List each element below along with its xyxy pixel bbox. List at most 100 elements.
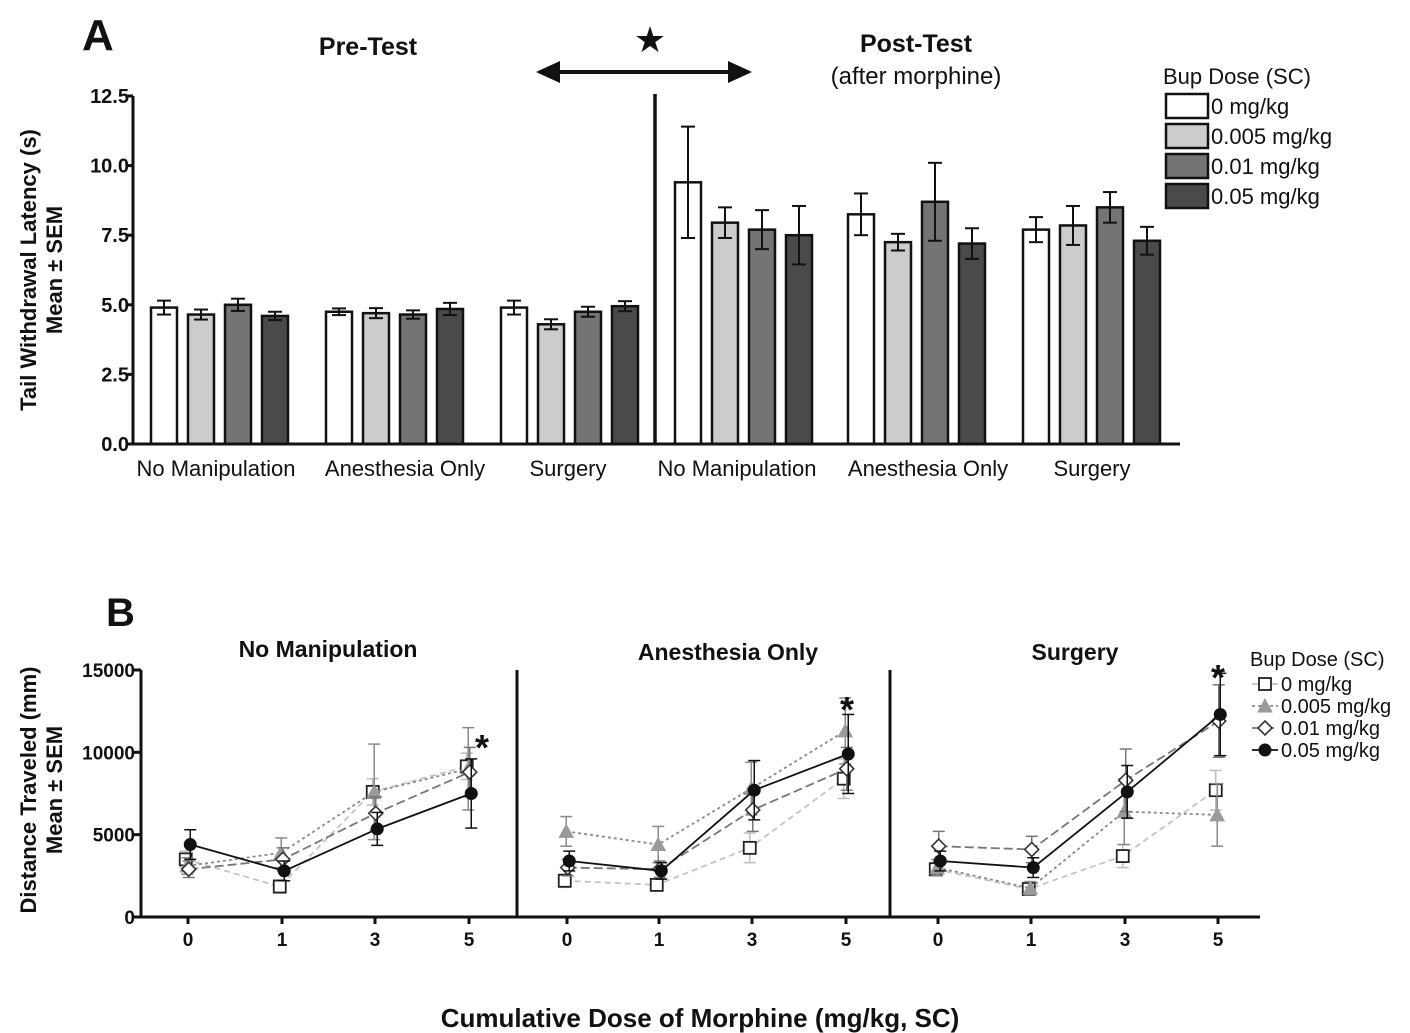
x-tick-label: 0	[183, 930, 194, 951]
data-point	[272, 879, 287, 894]
data-point	[1117, 772, 1134, 789]
data-point	[183, 838, 197, 852]
panel-a-letter: A	[82, 11, 114, 60]
x-tick-label: 5	[464, 930, 475, 951]
series-line	[935, 789, 1217, 890]
series-line	[566, 730, 846, 846]
y-tick-label: 10.0	[90, 156, 129, 178]
bar	[361, 311, 391, 446]
significance-asterisk: *	[475, 727, 489, 768]
legend-swatch	[1164, 122, 1210, 150]
post-test-title: Post-Test	[860, 30, 973, 58]
line-panel: Surgery 0 1 3 5 *	[888, 639, 1260, 951]
bar	[1095, 206, 1125, 446]
data-point	[1258, 677, 1272, 691]
category-label: Surgery	[1053, 456, 1130, 481]
legend-label: 0.01 mg/kg	[1211, 154, 1320, 179]
data-point	[1208, 783, 1223, 798]
bar	[573, 310, 603, 446]
y-tick-label: 0.0	[101, 434, 129, 456]
data-point	[1256, 719, 1274, 737]
data-point	[277, 864, 291, 878]
bar	[784, 233, 814, 446]
bar	[536, 323, 566, 446]
series-line	[938, 720, 1220, 851]
y-tick-label: 7.5	[101, 225, 129, 247]
series-line	[187, 767, 469, 867]
category-label: No Manipulation	[658, 456, 817, 481]
panel-b-xlabel: Cumulative Dose of Morphine (mg/kg, SC)	[441, 1003, 960, 1033]
y-tick-label: 0	[124, 908, 135, 929]
data-point	[649, 877, 664, 892]
significance-asterisk: *	[1211, 657, 1225, 698]
category-label: Anesthesia Only	[325, 456, 485, 481]
series-line	[569, 753, 849, 872]
x-tick-label: 1	[654, 930, 665, 951]
legend-label: 0.01 mg/kg	[1281, 718, 1380, 740]
panel-a-legend: 0 mg/kg 0.005 mg/kg 0.01 mg/kg 0.05 mg/kg	[1164, 92, 1332, 210]
data-point	[558, 823, 575, 838]
data-point	[461, 763, 478, 781]
bar	[1132, 239, 1162, 446]
bar	[1058, 224, 1088, 446]
bar	[846, 213, 876, 446]
data-point	[841, 747, 855, 761]
data-point	[180, 861, 197, 878]
panel-title: Surgery	[1032, 639, 1119, 665]
post-test-subtitle: (after morphine)	[831, 63, 1002, 90]
x-tick-label: 0	[562, 930, 573, 951]
legend-swatch	[1164, 182, 1210, 210]
category-label: No Manipulation	[137, 456, 296, 481]
bar	[747, 228, 777, 446]
bar	[398, 313, 428, 446]
bar	[957, 242, 987, 446]
series-line	[564, 777, 845, 886]
data-point	[1257, 697, 1273, 713]
x-tick-label: 1	[1026, 930, 1037, 951]
panel-a-ylabel-line1: Tail Withdrawal Latency (s)	[16, 129, 41, 411]
category-label: Anesthesia Only	[848, 456, 1008, 481]
y-tick-label: 15000	[82, 661, 135, 682]
bar	[186, 313, 216, 446]
x-tick-label: 3	[747, 930, 758, 951]
significance-star: ★	[634, 19, 666, 60]
panel-title: Anesthesia Only	[638, 639, 818, 665]
data-point	[562, 854, 576, 868]
y-tick-label: 5000	[93, 826, 135, 847]
significance-asterisk: *	[840, 689, 854, 730]
bar	[324, 310, 354, 446]
x-tick-label: 5	[1213, 930, 1224, 951]
x-tick-label: 5	[841, 930, 852, 951]
bar	[435, 307, 465, 446]
data-point	[1209, 806, 1226, 822]
series-line	[190, 792, 472, 872]
y-tick-label: 5.0	[101, 295, 129, 317]
panel-a-legend-title: Bup Dose (SC)	[1163, 64, 1311, 89]
y-tick-label: 2.5	[101, 364, 129, 386]
series-line	[937, 810, 1218, 890]
bar	[610, 304, 640, 446]
data-point	[367, 805, 384, 822]
data-point	[366, 783, 383, 799]
y-tick-label: 10000	[82, 743, 135, 764]
bar	[499, 306, 529, 446]
legend-swatch	[1164, 152, 1210, 180]
data-point	[1023, 841, 1040, 858]
bar	[710, 221, 740, 446]
panel-b-legend-title: Bup Dose (SC)	[1250, 649, 1385, 671]
data-point	[557, 873, 572, 888]
panel-b-letter: B	[106, 591, 135, 635]
data-point	[1115, 849, 1130, 863]
legend-label: 0 mg/kg	[1211, 94, 1289, 119]
bar	[260, 314, 290, 446]
series-line	[567, 767, 848, 871]
panel-b-ylabel-line2: Mean ± SEM	[42, 726, 67, 854]
data-point	[1022, 880, 1039, 895]
data-point	[1026, 861, 1040, 875]
line-panel: 0 5000 10000 15000 No Manipulation 0 1 3 5 *	[82, 636, 517, 951]
double-arrow	[536, 61, 752, 83]
bar	[149, 306, 179, 446]
bar	[883, 240, 913, 446]
panel-b-ylabel-line1: Distance Traveled (mm)	[16, 667, 41, 914]
